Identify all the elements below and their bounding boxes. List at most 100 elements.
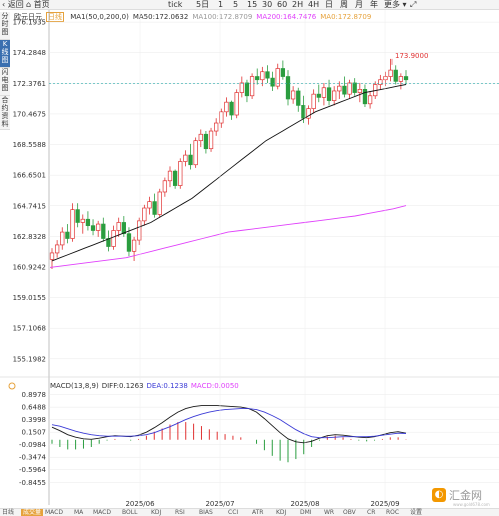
candle-body [162, 180, 168, 193]
candle-body [285, 76, 291, 100]
candle-body [121, 222, 126, 235]
candle-body [188, 154, 193, 166]
y-tick-label: 159.0155 [13, 294, 46, 302]
candle-body [167, 170, 173, 182]
diff-value: DIFF:0.1263 [101, 382, 144, 390]
indicator-tab[interactable]: BIAS [199, 509, 213, 516]
y-tick-label: 157.1068 [13, 325, 46, 333]
home-label: 首页 [33, 0, 50, 9]
period-60m[interactable]: 60 [277, 0, 288, 9]
tab-contract-info[interactable]: 合约资料 [0, 96, 10, 130]
home-button[interactable]: ⌂ 首页 [26, 0, 50, 9]
candle-body [60, 231, 65, 246]
y-tick-label: 164.7415 [13, 202, 46, 210]
period-2h[interactable]: 2H [292, 0, 304, 9]
candle-body [90, 225, 96, 231]
macd-y-tick-label: 0.3998 [22, 416, 47, 424]
indicator-tab[interactable]: 设置 [410, 509, 423, 516]
symbol-info: 欧元日元 日线 MA1(50,0,200,0) MA50:172.0632 MA100… [14, 12, 375, 22]
logo: ◐ 汇金网 [432, 486, 482, 504]
candle-body [290, 90, 296, 100]
period-month[interactable]: 月 [355, 0, 363, 9]
candle-body [193, 140, 198, 166]
period-1m[interactable]: 1 [218, 0, 224, 9]
indicator-tab[interactable]: RSI [175, 509, 185, 516]
candle-body [270, 77, 275, 87]
candle-body [101, 223, 106, 239]
y-tick-label: 160.9242 [13, 263, 46, 271]
macd-y-tick-label: 0.1507 [22, 429, 47, 437]
candle-body [49, 252, 55, 260]
period-5day[interactable]: 5日 [196, 0, 210, 9]
y-tick-label: 166.6501 [13, 172, 46, 180]
left-tabs: 分时图 K线图 闪电图 合约资料 [0, 10, 10, 130]
indicator-tab[interactable]: CR [367, 509, 376, 516]
indicator-tab[interactable]: BOLL [122, 509, 138, 516]
indicator-tab[interactable]: MACD [45, 509, 63, 516]
y-tick-label: 170.4675 [13, 110, 46, 118]
macd-value: MACD:0.0050 [190, 382, 239, 390]
candle-body [224, 101, 229, 113]
candle-body [306, 108, 311, 119]
macd-y-tick-label: -0.0984 [19, 441, 47, 449]
candle-body [393, 69, 398, 82]
candle-body [80, 218, 85, 223]
period-tick[interactable]: tick [168, 0, 183, 9]
ma200-value: MA200:164.7476 [256, 13, 317, 21]
candle-body [249, 76, 255, 97]
back-button[interactable]: ‹ 返回 [2, 0, 24, 9]
period-5m[interactable]: 5 [233, 0, 239, 9]
indicator-tab[interactable]: DMI [300, 509, 312, 516]
candle-body [265, 71, 270, 79]
period-30m[interactable]: 30 [262, 0, 273, 9]
candle-body [234, 92, 239, 116]
indicator-tab[interactable]: 日线 [2, 509, 15, 516]
period-4h[interactable]: 4H [308, 0, 320, 9]
indicator-tab[interactable]: ATR [252, 509, 264, 516]
indicator-tab[interactable]: KDJ [151, 509, 162, 516]
y-tick-label: 168.5588 [13, 141, 46, 149]
more-label: 更多 [384, 0, 400, 9]
candle-body [383, 76, 388, 81]
indicator-tab[interactable]: CCI [228, 509, 239, 516]
indicator-tab[interactable]: MA [74, 509, 84, 516]
period-week[interactable]: 周 [340, 0, 348, 9]
dea-value: DEA:0.1238 [146, 382, 188, 390]
candle-body [239, 82, 244, 93]
x-tick-label: 2025/09 [370, 500, 399, 508]
candle-body [347, 82, 352, 95]
ma-last-value: MA0:172.8709 [320, 13, 372, 21]
candle-body [342, 85, 347, 95]
expand-icon[interactable]: ⤢ [410, 0, 417, 9]
candle-body [332, 90, 337, 101]
y-tick-label: 172.3761 [13, 80, 46, 88]
candle-body [54, 244, 60, 254]
period-badge[interactable]: 日线 [46, 12, 64, 22]
period-15m[interactable]: 15 [247, 0, 258, 9]
period-day[interactable]: 日 [325, 0, 333, 9]
candle-body [378, 79, 383, 85]
period-year[interactable]: 年 [370, 0, 378, 9]
more-button[interactable]: 更多 ▾ [384, 0, 407, 9]
macd-y-tick-label: 0.8978 [22, 391, 47, 399]
tab-timeshare[interactable]: 分时图 [0, 12, 10, 40]
candle-body [296, 90, 301, 106]
indicator-tab[interactable]: ROC [386, 509, 400, 516]
indicator-tab[interactable]: 成交量 [21, 509, 44, 516]
ma200-line [49, 205, 407, 268]
candle-body [116, 222, 121, 231]
candle-body [137, 220, 142, 241]
candle-body [388, 69, 393, 77]
tab-kline[interactable]: K线图 [0, 40, 10, 68]
indicator-tab[interactable]: WR [324, 509, 335, 516]
indicator-tab[interactable]: KDJ [276, 509, 287, 516]
candle-body [403, 76, 409, 81]
indicator-tab[interactable]: MACD [93, 509, 111, 516]
candle-body [96, 223, 101, 231]
tab-flash[interactable]: 闪电图 [0, 68, 10, 96]
indicator-tab[interactable]: OBV [343, 509, 356, 516]
candle-body [214, 122, 219, 132]
candle-body [70, 209, 75, 239]
